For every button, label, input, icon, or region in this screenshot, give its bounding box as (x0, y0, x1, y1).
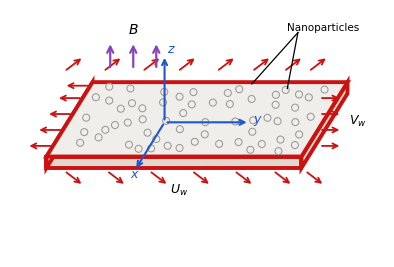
Polygon shape (46, 82, 348, 156)
Polygon shape (46, 82, 93, 168)
Polygon shape (301, 82, 348, 168)
Text: $y$: $y$ (253, 114, 263, 128)
Polygon shape (46, 156, 301, 168)
Text: $U_w$: $U_w$ (171, 183, 189, 198)
Text: Nanoparticles: Nanoparticles (287, 23, 360, 33)
Text: $V_w$: $V_w$ (349, 114, 367, 129)
Text: $B$: $B$ (128, 23, 139, 37)
Text: $z$: $z$ (167, 43, 175, 56)
Text: $x$: $x$ (130, 168, 140, 181)
